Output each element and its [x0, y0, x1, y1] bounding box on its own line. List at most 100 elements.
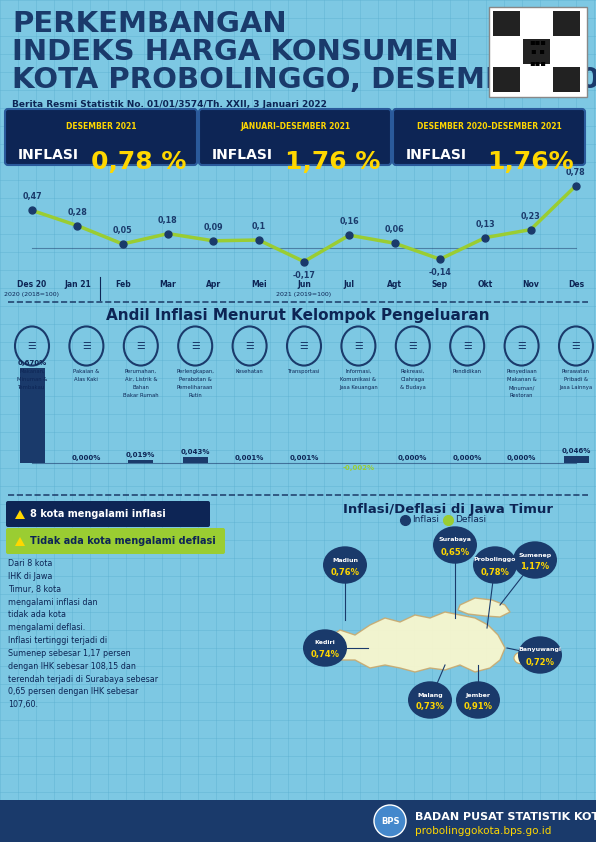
Text: Pendidikan: Pendidikan — [453, 369, 482, 374]
Text: Mei: Mei — [251, 280, 266, 289]
Text: ☰: ☰ — [82, 341, 91, 351]
Text: Makanan &: Makanan & — [507, 377, 536, 382]
Text: Minuman/: Minuman/ — [508, 385, 535, 390]
Polygon shape — [458, 598, 510, 617]
Ellipse shape — [408, 681, 452, 719]
Text: 0,000%: 0,000% — [507, 455, 536, 461]
Text: 0,23: 0,23 — [521, 211, 541, 221]
Text: 2020 (2018=100): 2020 (2018=100) — [5, 292, 60, 297]
Text: 0,18: 0,18 — [158, 216, 178, 225]
Text: ☰: ☰ — [354, 341, 363, 351]
Text: ☰: ☰ — [408, 341, 417, 351]
Text: 1,76 %: 1,76 % — [285, 150, 380, 174]
Text: Kediri: Kediri — [315, 641, 336, 646]
Text: Restoran: Restoran — [510, 393, 533, 398]
Text: 0,05: 0,05 — [113, 226, 132, 235]
Text: BADAN PUSAT STATISTIK KOTA PROBOLINGGO: BADAN PUSAT STATISTIK KOTA PROBOLINGGO — [415, 812, 596, 822]
FancyBboxPatch shape — [5, 109, 197, 165]
Text: Probolinggo: Probolinggo — [474, 557, 516, 562]
Text: -0,17: -0,17 — [293, 270, 315, 280]
Polygon shape — [315, 612, 505, 672]
Bar — [0, 800, 596, 842]
FancyBboxPatch shape — [393, 109, 585, 165]
Ellipse shape — [303, 629, 347, 667]
Text: Agt: Agt — [387, 280, 402, 289]
Text: 0,019%: 0,019% — [126, 452, 156, 458]
Text: 0,06: 0,06 — [385, 225, 405, 234]
Text: Pakaian &: Pakaian & — [73, 369, 100, 374]
Text: 0,28: 0,28 — [67, 208, 87, 216]
Text: 0,74%: 0,74% — [311, 651, 340, 659]
Ellipse shape — [456, 681, 500, 719]
Text: Komunikasi &: Komunikasi & — [340, 377, 377, 382]
Text: Makanan,: Makanan, — [19, 369, 45, 374]
Polygon shape — [15, 537, 25, 546]
Text: DESEMBER 2020–DESEMBER 2021: DESEMBER 2020–DESEMBER 2021 — [417, 122, 561, 131]
Text: Pribadi &: Pribadi & — [564, 377, 588, 382]
Text: INFLASI: INFLASI — [406, 148, 467, 162]
Text: Tidak ada kota mengalami deflasi: Tidak ada kota mengalami deflasi — [30, 536, 216, 546]
FancyBboxPatch shape — [6, 528, 225, 554]
Text: 0,78: 0,78 — [566, 168, 586, 177]
Circle shape — [374, 805, 406, 837]
Text: Inflasi: Inflasi — [412, 515, 439, 525]
Text: ☰: ☰ — [300, 341, 308, 351]
Text: Jun: Jun — [297, 280, 311, 289]
Text: 0,47: 0,47 — [22, 193, 42, 201]
FancyBboxPatch shape — [6, 501, 210, 527]
Bar — [553, 67, 580, 92]
Text: Transportasi: Transportasi — [288, 369, 320, 374]
Text: 0,000%: 0,000% — [398, 455, 427, 461]
Text: Surabaya: Surabaya — [439, 537, 471, 542]
Text: ☰: ☰ — [245, 341, 254, 351]
Text: Sumenep: Sumenep — [519, 552, 551, 557]
Text: INDEKS HARGA KONSUMEN: INDEKS HARGA KONSUMEN — [12, 38, 459, 66]
Text: 0,65%: 0,65% — [440, 547, 470, 557]
Text: KOTA PROBOLINGGO, DESEMBER 2021: KOTA PROBOLINGGO, DESEMBER 2021 — [12, 66, 596, 94]
Text: ▪▪▪
▪ ▪
▪▪▪: ▪▪▪ ▪ ▪ ▪▪▪ — [530, 37, 547, 67]
Bar — [523, 39, 550, 64]
Text: Tembakau: Tembakau — [18, 385, 45, 390]
Text: Deflasi: Deflasi — [455, 515, 486, 525]
Text: 1,17%: 1,17% — [520, 562, 550, 572]
Bar — [20, 368, 45, 463]
Text: Rutin: Rutin — [188, 393, 202, 398]
Text: Madiun: Madiun — [332, 557, 358, 562]
Text: Kesehatan: Kesehatan — [236, 369, 263, 374]
Text: Pemeliharaan: Pemeliharaan — [177, 385, 213, 390]
Bar — [493, 67, 520, 92]
Text: 0,046%: 0,046% — [561, 449, 591, 455]
Bar — [553, 11, 580, 36]
Text: 0,043%: 0,043% — [181, 449, 210, 455]
Text: Bahan: Bahan — [132, 385, 149, 390]
Text: 0,001%: 0,001% — [289, 455, 319, 461]
Text: Alas Kaki: Alas Kaki — [74, 377, 98, 382]
Text: Jasa Lainnya: Jasa Lainnya — [560, 385, 592, 390]
Ellipse shape — [514, 652, 530, 664]
Text: INFLASI: INFLASI — [212, 148, 273, 162]
FancyBboxPatch shape — [489, 7, 587, 97]
Text: probolinggokota.bps.go.id: probolinggokota.bps.go.id — [415, 826, 551, 836]
Text: ☰: ☰ — [136, 341, 145, 351]
Text: 0,670%: 0,670% — [17, 360, 46, 366]
Text: 0,001%: 0,001% — [235, 455, 264, 461]
Text: Perumahan,: Perumahan, — [125, 369, 157, 374]
Text: DESEMBER 2021: DESEMBER 2021 — [66, 122, 136, 131]
Ellipse shape — [433, 526, 477, 563]
Text: Jasa Keuangan: Jasa Keuangan — [339, 385, 378, 390]
Text: Bakar Rumah: Bakar Rumah — [123, 393, 159, 398]
Ellipse shape — [518, 637, 562, 674]
Text: Air, Listrik &: Air, Listrik & — [125, 377, 157, 382]
Text: Perabotan &: Perabotan & — [179, 377, 212, 382]
Text: Berita Resmi Statistik No. 01/01/3574/Th. XXII, 3 Januari 2022: Berita Resmi Statistik No. 01/01/3574/Th… — [12, 100, 327, 109]
Text: Malang: Malang — [417, 692, 443, 697]
Text: 0,09: 0,09 — [203, 223, 223, 232]
Text: Inflasi/Deflasi di Jawa Timur: Inflasi/Deflasi di Jawa Timur — [343, 503, 553, 516]
Text: ☰: ☰ — [191, 341, 200, 351]
Text: Banyuwangi: Banyuwangi — [519, 647, 561, 653]
Text: ☰: ☰ — [27, 341, 36, 351]
Text: Rekreasi,: Rekreasi, — [401, 369, 425, 374]
Text: Des: Des — [568, 280, 584, 289]
Text: Des 20: Des 20 — [17, 280, 46, 289]
Text: Informasi,: Informasi, — [345, 369, 371, 374]
